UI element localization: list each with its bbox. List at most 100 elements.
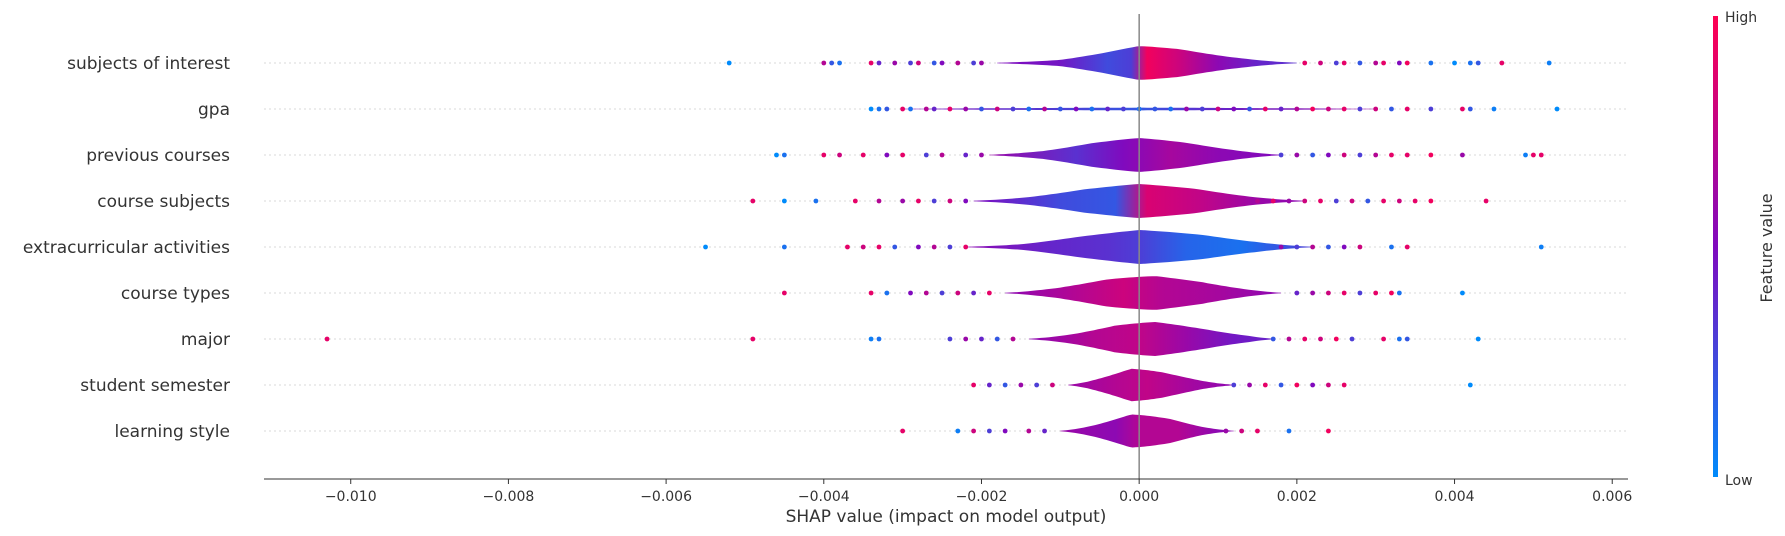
scatter-point bbox=[1325, 152, 1331, 158]
scatter-point bbox=[1475, 60, 1481, 66]
x-tick-label: 0.006 bbox=[1592, 489, 1632, 505]
scatter-point bbox=[868, 60, 874, 66]
scatter-point bbox=[1018, 382, 1024, 388]
scatter-point bbox=[1231, 382, 1237, 388]
x-tick-label: −0.006 bbox=[640, 489, 692, 505]
scatter-point bbox=[1357, 244, 1363, 250]
scatter-point bbox=[1247, 106, 1252, 112]
scatter-point bbox=[852, 198, 858, 204]
scatter-point bbox=[1357, 60, 1363, 66]
scatter-point bbox=[1373, 106, 1379, 112]
scatter-point bbox=[916, 198, 921, 204]
scatter-point bbox=[1034, 382, 1040, 388]
scatter-point bbox=[1404, 244, 1410, 250]
scatter-point bbox=[1491, 106, 1497, 112]
scatter-point bbox=[923, 290, 929, 296]
scatter-point bbox=[955, 60, 961, 66]
scatter-point bbox=[750, 198, 756, 204]
scatter-point bbox=[900, 198, 906, 204]
scatter-point bbox=[1333, 198, 1339, 204]
violin-shape bbox=[1028, 322, 1274, 356]
scatter-point bbox=[1270, 336, 1276, 342]
feature-label: gpa bbox=[198, 100, 230, 120]
scatter-point bbox=[1467, 382, 1473, 388]
violin-shape bbox=[1060, 414, 1234, 448]
scatter-point bbox=[1499, 60, 1505, 66]
scatter-point bbox=[1341, 152, 1347, 158]
scatter-point bbox=[986, 290, 992, 296]
scatter-point bbox=[947, 106, 953, 112]
scatter-point bbox=[845, 244, 850, 250]
scatter-point bbox=[1294, 106, 1300, 112]
scatter-point bbox=[876, 336, 882, 342]
scatter-point bbox=[1318, 60, 1323, 66]
scatter-point bbox=[979, 60, 984, 66]
violin-layer bbox=[902, 46, 1376, 448]
scatter-point bbox=[1341, 382, 1347, 388]
scatter-point bbox=[1357, 152, 1363, 158]
scatter-point bbox=[947, 198, 953, 204]
scatter-point bbox=[931, 106, 937, 112]
x-tick-label: −0.002 bbox=[956, 489, 1008, 505]
scatter-point bbox=[1302, 198, 1308, 204]
scatter-point bbox=[1357, 290, 1363, 296]
scatter-point bbox=[1294, 152, 1300, 158]
scatter-point bbox=[703, 244, 708, 250]
scatter-point bbox=[1262, 382, 1268, 388]
row-gridlines bbox=[264, 62, 1628, 432]
scatter-point bbox=[1247, 382, 1252, 388]
scatter-point bbox=[1325, 382, 1331, 388]
scatter-point bbox=[1523, 152, 1528, 158]
scatter-point bbox=[1152, 106, 1158, 112]
scatter-point bbox=[1452, 60, 1457, 66]
scatter-point bbox=[1318, 336, 1323, 342]
scatter-point bbox=[1546, 60, 1552, 66]
scatter-point bbox=[1396, 290, 1402, 296]
scatter-point bbox=[1333, 60, 1339, 66]
scatter-point bbox=[1002, 382, 1008, 388]
scatter-point bbox=[908, 106, 913, 112]
scatter-point bbox=[1373, 290, 1379, 296]
scatter-point bbox=[1428, 198, 1434, 204]
scatter-point bbox=[892, 60, 898, 66]
scatter-point bbox=[1325, 428, 1331, 434]
scatter-point bbox=[1294, 290, 1300, 296]
scatter-point bbox=[813, 198, 819, 204]
scatter-point bbox=[1294, 244, 1300, 250]
x-axis: −0.010 −0.008 −0.006 −0.004 −0.002 0.000 0.002… bbox=[264, 478, 1632, 505]
scatter-point bbox=[1057, 106, 1063, 112]
scatter-point bbox=[876, 106, 882, 112]
scatter-point bbox=[1373, 152, 1379, 158]
scatter-point bbox=[1381, 60, 1386, 66]
scatter-point bbox=[971, 290, 976, 296]
scatter-point bbox=[1396, 198, 1402, 204]
scatter-point bbox=[1002, 428, 1008, 434]
scatter-point bbox=[1310, 106, 1316, 112]
scatter-point bbox=[726, 60, 732, 66]
scatter-point bbox=[837, 152, 842, 158]
scatter-point bbox=[1050, 382, 1055, 388]
scatter-point bbox=[1278, 106, 1284, 112]
scatter-point bbox=[1460, 290, 1465, 296]
x-tick-label: 0.004 bbox=[1434, 489, 1474, 505]
colorbar-high-label: High bbox=[1725, 10, 1757, 26]
scatter-point bbox=[1223, 428, 1229, 434]
scatter-point bbox=[1404, 60, 1410, 66]
scatter-point bbox=[1310, 244, 1316, 250]
scatter-point bbox=[963, 106, 969, 112]
scatter-point bbox=[1333, 336, 1339, 342]
scatter-point bbox=[876, 198, 882, 204]
scatter-point bbox=[774, 152, 779, 158]
scatter-point bbox=[1184, 106, 1189, 112]
scatter-point bbox=[1262, 106, 1268, 112]
scatter-point bbox=[1010, 106, 1016, 112]
feature-label: student semester bbox=[80, 376, 230, 396]
scatter-point bbox=[1475, 336, 1481, 342]
scatter-point bbox=[1026, 428, 1032, 434]
scatter-point bbox=[1278, 244, 1284, 250]
scatter-point bbox=[781, 198, 787, 204]
scatter-point bbox=[1428, 106, 1434, 112]
scatter-point bbox=[1239, 428, 1245, 434]
scatter-point bbox=[939, 152, 945, 158]
scatter-point bbox=[908, 290, 913, 296]
